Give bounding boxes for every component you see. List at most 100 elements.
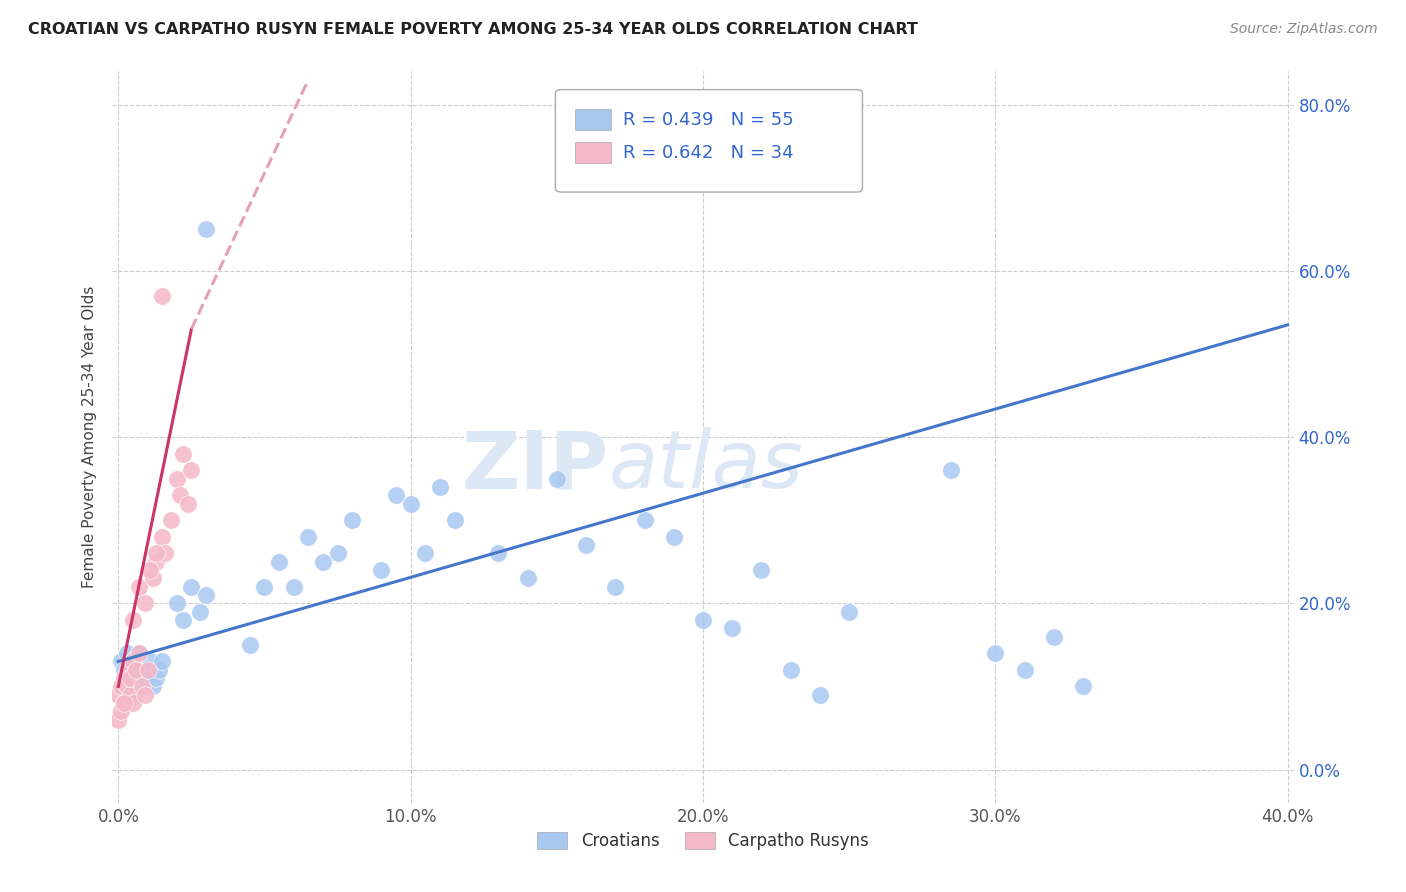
Point [605, 580, 627, 594]
Point [779, 663, 801, 677]
FancyBboxPatch shape [575, 110, 610, 130]
Point [112, 696, 135, 710]
Point [662, 530, 685, 544]
Point [326, 546, 349, 560]
Point [145, 546, 167, 560]
Legend: Croatians, Carpatho Rusyns: Croatians, Carpatho Rusyns [530, 825, 876, 856]
Point [984, 646, 1007, 660]
Point [385, 488, 408, 502]
Point [633, 513, 655, 527]
Point [253, 580, 276, 594]
Point [128, 646, 150, 660]
Point [1071, 680, 1094, 694]
Point [145, 671, 167, 685]
Point [153, 546, 176, 560]
Text: CROATIAN VS CARPATHO RUSYN FEMALE POVERTY AMONG 25-34 YEAR OLDS CORRELATION CHAR: CROATIAN VS CARPATHO RUSYN FEMALE POVERT… [28, 22, 918, 37]
Point [516, 571, 538, 585]
Point [838, 605, 860, 619]
Point [166, 472, 188, 486]
Point [941, 463, 963, 477]
Point [112, 663, 135, 677]
Point [160, 513, 183, 527]
Point [131, 680, 153, 694]
Point [150, 655, 173, 669]
Point [148, 663, 170, 677]
Point [110, 655, 132, 669]
FancyBboxPatch shape [555, 90, 862, 192]
Point [112, 671, 135, 685]
Point [575, 538, 598, 552]
Point [145, 555, 167, 569]
Point [297, 530, 319, 544]
FancyBboxPatch shape [575, 143, 610, 163]
Point [136, 663, 159, 677]
Text: atlas: atlas [609, 427, 803, 506]
Point [107, 713, 129, 727]
Point [142, 680, 165, 694]
Point [112, 696, 135, 710]
Point [195, 222, 218, 236]
Point [128, 580, 150, 594]
Point [172, 447, 194, 461]
Point [1043, 630, 1066, 644]
Point [283, 580, 305, 594]
Point [139, 655, 162, 669]
Point [122, 688, 145, 702]
Point [115, 680, 138, 694]
Point [115, 696, 138, 710]
Point [195, 588, 218, 602]
Point [107, 688, 129, 702]
Point [180, 463, 202, 477]
Point [122, 655, 145, 669]
Point [239, 638, 262, 652]
Point [340, 513, 363, 527]
Point [177, 497, 200, 511]
Point [486, 546, 509, 560]
Point [169, 488, 191, 502]
Point [150, 530, 173, 544]
Point [546, 472, 568, 486]
Point [115, 646, 138, 660]
Point [115, 663, 138, 677]
Point [110, 680, 132, 694]
Point [172, 613, 194, 627]
Point [269, 555, 291, 569]
Point [808, 688, 831, 702]
Point [751, 563, 773, 577]
Text: ZIP: ZIP [461, 427, 609, 506]
Point [125, 663, 148, 677]
Point [134, 671, 156, 685]
Point [142, 571, 165, 585]
Point [122, 696, 145, 710]
Point [1014, 663, 1036, 677]
Point [134, 688, 156, 702]
Point [139, 563, 162, 577]
Point [166, 596, 188, 610]
Point [399, 497, 422, 511]
Point [443, 513, 465, 527]
Point [692, 613, 714, 627]
Point [150, 289, 173, 303]
Point [110, 705, 132, 719]
Point [134, 596, 156, 610]
Point [122, 613, 145, 627]
Point [125, 663, 148, 677]
Point [122, 655, 145, 669]
Point [312, 555, 335, 569]
Point [370, 563, 392, 577]
Point [118, 671, 141, 685]
Point [118, 671, 141, 685]
Point [429, 480, 451, 494]
Point [413, 546, 436, 560]
Point [131, 680, 153, 694]
Point [721, 621, 744, 635]
Text: R = 0.439   N = 55: R = 0.439 N = 55 [623, 111, 793, 128]
Point [128, 646, 150, 660]
Point [188, 605, 211, 619]
Text: R = 0.642   N = 34: R = 0.642 N = 34 [623, 144, 793, 161]
Point [136, 663, 159, 677]
Text: Source: ZipAtlas.com: Source: ZipAtlas.com [1230, 22, 1378, 37]
Point [118, 688, 141, 702]
Y-axis label: Female Poverty Among 25-34 Year Olds: Female Poverty Among 25-34 Year Olds [82, 286, 97, 588]
Point [180, 580, 202, 594]
